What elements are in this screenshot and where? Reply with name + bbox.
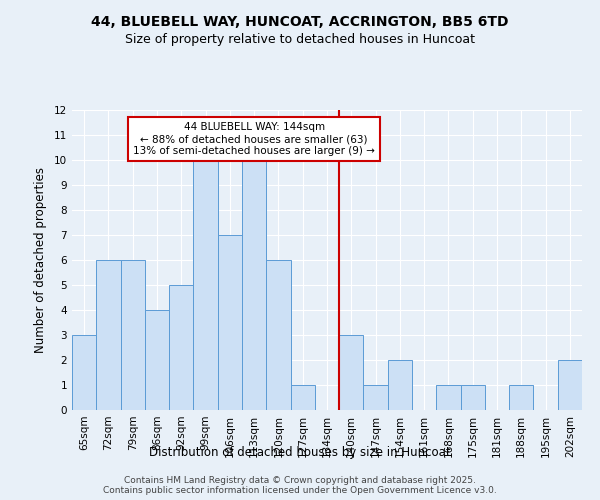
Bar	[436, 385, 461, 410]
Bar	[145, 310, 169, 410]
Text: 44, BLUEBELL WAY, HUNCOAT, ACCRINGTON, BB5 6TD: 44, BLUEBELL WAY, HUNCOAT, ACCRINGTON, B…	[91, 15, 509, 29]
Text: Distribution of detached houses by size in Huncoat: Distribution of detached houses by size …	[149, 446, 451, 459]
Bar	[266, 260, 290, 410]
Y-axis label: Number of detached properties: Number of detached properties	[34, 167, 47, 353]
Text: 44 BLUEBELL WAY: 144sqm
← 88% of detached houses are smaller (63)
13% of semi-de: 44 BLUEBELL WAY: 144sqm ← 88% of detache…	[133, 122, 375, 156]
Bar	[96, 260, 121, 410]
Bar	[72, 335, 96, 410]
Bar	[461, 385, 485, 410]
Text: Size of property relative to detached houses in Huncoat: Size of property relative to detached ho…	[125, 32, 475, 46]
Bar	[218, 235, 242, 410]
Bar	[509, 385, 533, 410]
Bar	[169, 285, 193, 410]
Bar	[193, 160, 218, 410]
Bar	[121, 260, 145, 410]
Bar	[388, 360, 412, 410]
Bar	[339, 335, 364, 410]
Bar	[290, 385, 315, 410]
Text: Contains HM Land Registry data © Crown copyright and database right 2025.
Contai: Contains HM Land Registry data © Crown c…	[103, 476, 497, 495]
Bar	[364, 385, 388, 410]
Bar	[242, 160, 266, 410]
Bar	[558, 360, 582, 410]
